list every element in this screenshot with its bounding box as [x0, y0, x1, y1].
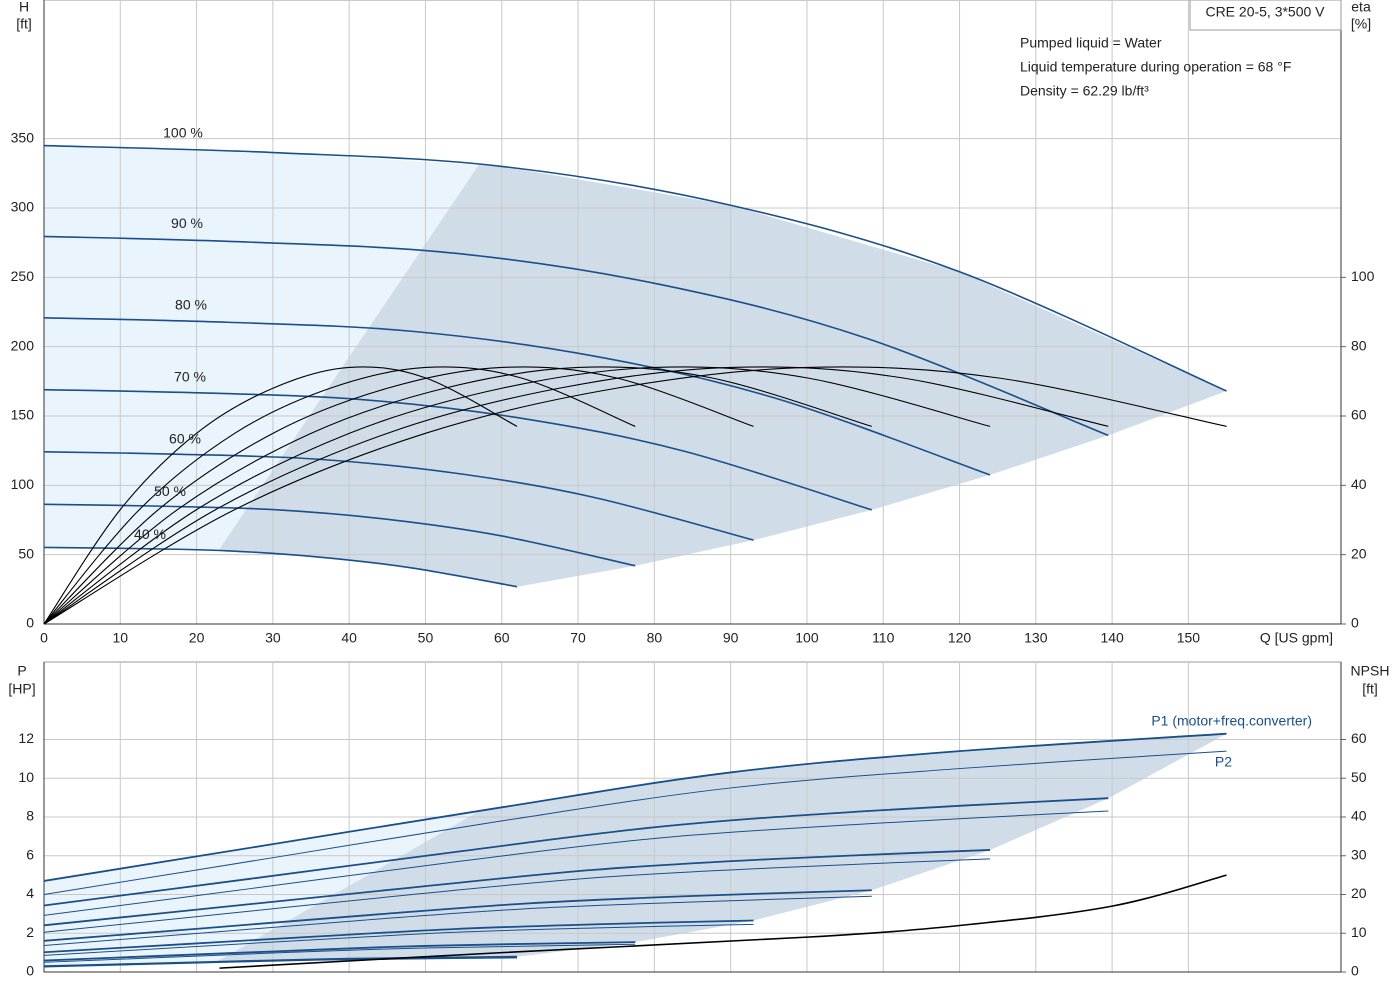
y-tick-label: 100	[11, 476, 35, 492]
y2-axis-label: NPSH	[1351, 663, 1390, 679]
curve	[43, 503, 636, 567]
y2-axis-label: eta	[1351, 0, 1371, 15]
curve-secondary	[219, 874, 1227, 969]
y-tick-label: 250	[11, 268, 35, 284]
curve	[43, 750, 1227, 895]
title-box	[1189, 0, 1342, 31]
speed-label: 80 %	[175, 297, 207, 313]
y-tick-label: 0	[26, 615, 34, 631]
curve	[43, 889, 872, 942]
curve-secondary	[43, 366, 1109, 625]
curve-secondary	[43, 366, 754, 625]
y2-tick-label: 50	[1351, 769, 1367, 785]
y-axis-label: H	[19, 0, 29, 15]
y-tick-label: 0	[26, 963, 34, 979]
curve	[43, 388, 873, 511]
note: Pumped liquid = Water	[1020, 35, 1162, 51]
x-tick-label: 80	[647, 630, 663, 646]
curve	[43, 923, 754, 956]
y-tick-label: 50	[18, 545, 34, 561]
x-tick-label: 50	[418, 630, 434, 646]
curve	[43, 450, 754, 541]
y-tick-label: 12	[18, 730, 34, 746]
y-tick-label: 300	[11, 199, 35, 215]
note: Liquid temperature during operation = 68…	[1020, 59, 1291, 75]
curve	[43, 546, 518, 588]
y2-tick-label: 10	[1351, 924, 1367, 940]
curve	[43, 849, 991, 927]
y2-tick-label: 30	[1351, 846, 1367, 862]
chart-title: CRE 20-5, 3*500 V	[1205, 4, 1325, 20]
y-axis-unit: [ft]	[16, 16, 32, 32]
curve	[43, 235, 1109, 437]
note: Density = 62.29 lb/ft³	[1020, 83, 1149, 99]
curve	[43, 144, 1227, 392]
curve-secondary	[43, 366, 1227, 625]
x-tick-label: 70	[570, 630, 586, 646]
y2-tick-label: 80	[1351, 337, 1367, 353]
curve-secondary	[43, 366, 636, 625]
y-tick-label: 4	[26, 885, 34, 901]
speed-label: 60 %	[169, 430, 201, 446]
curve	[43, 810, 1109, 916]
speed-label: 50 %	[154, 483, 186, 499]
curve	[43, 943, 636, 963]
curve	[43, 317, 991, 476]
legend-label: P1 (motor+freq.converter)	[1151, 713, 1312, 729]
region-operating	[199, 733, 1227, 967]
curve	[43, 919, 754, 954]
x-tick-label: 60	[494, 630, 510, 646]
y2-axis-unit: [%]	[1351, 16, 1371, 32]
x-tick-label: 130	[1024, 630, 1048, 646]
y2-tick-label: 40	[1351, 476, 1367, 492]
speed-label: 40 %	[134, 526, 166, 542]
curve	[43, 895, 872, 946]
curve	[43, 797, 1109, 907]
x-tick-label: 30	[265, 630, 281, 646]
y2-tick-label: 40	[1351, 808, 1367, 824]
y-axis-label: P	[17, 663, 26, 679]
speed-label: 100 %	[163, 124, 203, 140]
curve	[43, 955, 518, 968]
speed-label: 90 %	[171, 215, 203, 231]
x-tick-label: 90	[723, 630, 739, 646]
speed-label: 70 %	[174, 368, 206, 384]
legend-label: P2	[1215, 754, 1232, 770]
x-tick-label: 150	[1177, 630, 1201, 646]
y-tick-label: 2	[26, 924, 34, 940]
x-tick-label: 10	[113, 630, 129, 646]
y-axis-unit: [HP]	[8, 681, 35, 697]
y-tick-label: 6	[26, 846, 34, 862]
x-axis-label: Q [US gpm]	[1260, 630, 1333, 646]
y2-tick-label: 60	[1351, 407, 1367, 423]
curve-secondary	[43, 366, 991, 625]
x-tick-label: 120	[948, 630, 972, 646]
y2-tick-label: 60	[1351, 730, 1367, 746]
curve	[43, 941, 636, 962]
y-tick-label: 150	[11, 407, 35, 423]
y2-tick-label: 100	[1351, 268, 1375, 284]
curve	[43, 732, 1227, 882]
curve	[43, 957, 518, 968]
x-tick-label: 40	[341, 630, 357, 646]
curve	[43, 858, 991, 933]
x-tick-label: 110	[872, 630, 895, 646]
curve-secondary	[43, 366, 872, 625]
x-tick-label: 140	[1100, 630, 1124, 646]
y2-tick-label: 0	[1351, 963, 1359, 979]
y2-tick-label: 0	[1351, 615, 1359, 631]
curve-secondary	[43, 366, 518, 625]
x-tick-label: 100	[795, 630, 819, 646]
y-tick-label: 200	[11, 337, 35, 353]
y2-tick-label: 20	[1351, 545, 1367, 561]
x-tick-label: 20	[189, 630, 205, 646]
y2-axis-unit: [ft]	[1362, 681, 1378, 697]
y-tick-label: 8	[26, 808, 34, 824]
y-tick-label: 350	[11, 129, 35, 145]
y2-tick-label: 20	[1351, 885, 1367, 901]
x-tick-label: 0	[40, 630, 48, 646]
y-tick-label: 10	[18, 769, 34, 785]
